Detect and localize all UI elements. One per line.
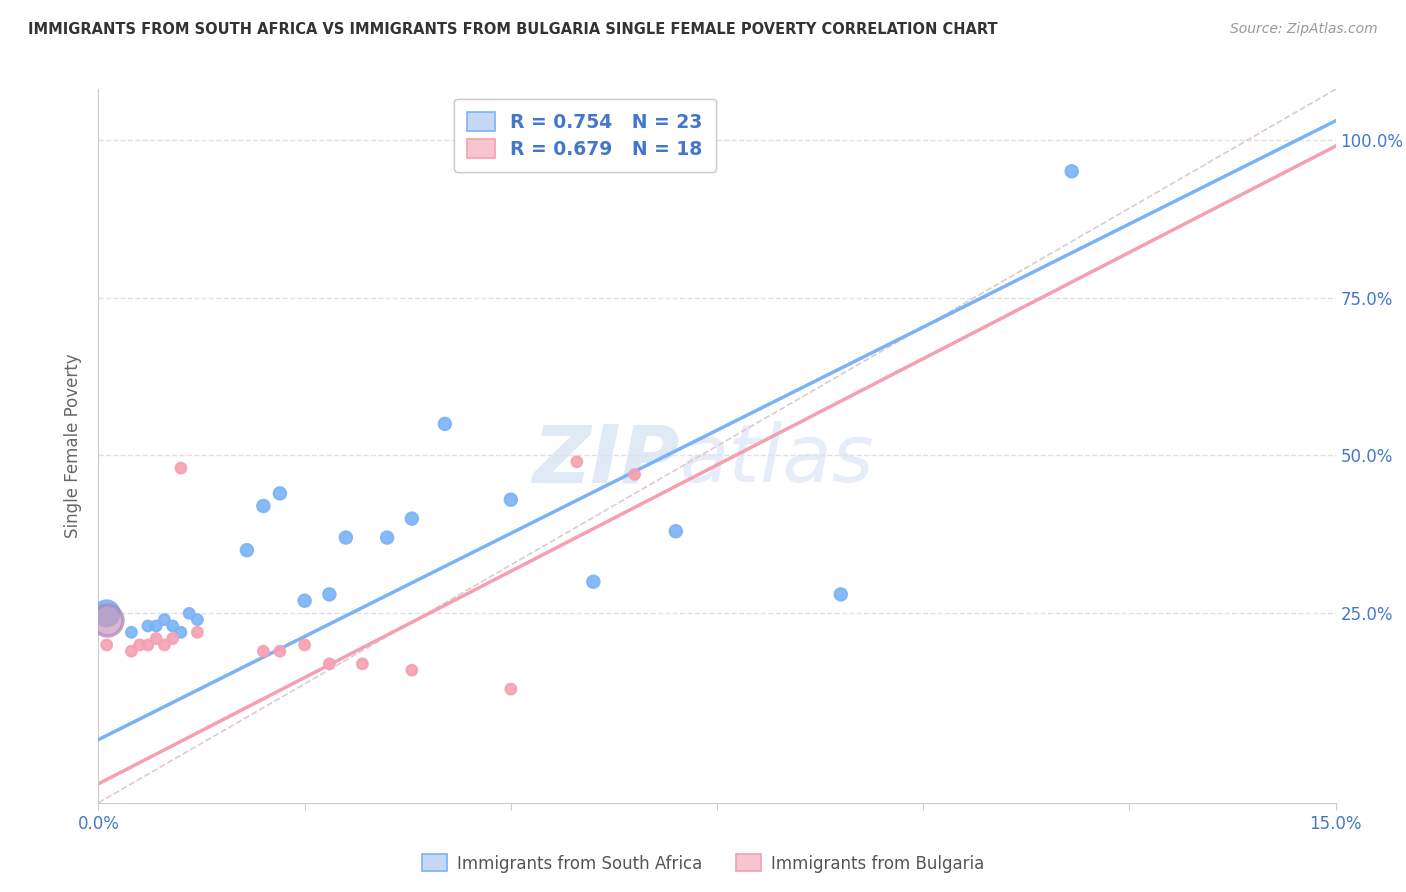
Point: [401, 511, 423, 525]
Point: [830, 587, 852, 601]
Legend: Immigrants from South Africa, Immigrants from Bulgaria: Immigrants from South Africa, Immigrants…: [415, 847, 991, 880]
Point: [269, 486, 291, 500]
Point: [186, 613, 208, 627]
Point: [120, 625, 142, 640]
Y-axis label: Single Female Poverty: Single Female Poverty: [65, 354, 83, 538]
Point: [433, 417, 456, 431]
Point: [623, 467, 645, 482]
Point: [665, 524, 688, 539]
Text: Source: ZipAtlas.com: Source: ZipAtlas.com: [1230, 22, 1378, 37]
Point: [179, 607, 201, 621]
Point: [252, 499, 274, 513]
Text: IMMIGRANTS FROM SOUTH AFRICA VS IMMIGRANTS FROM BULGARIA SINGLE FEMALE POVERTY C: IMMIGRANTS FROM SOUTH AFRICA VS IMMIGRAN…: [28, 22, 998, 37]
Point: [318, 587, 340, 601]
Point: [335, 531, 357, 545]
Point: [236, 543, 259, 558]
Point: [162, 632, 184, 646]
Point: [128, 638, 150, 652]
Point: [96, 613, 118, 627]
Point: [565, 455, 588, 469]
Point: [499, 682, 522, 697]
Text: atlas: atlas: [681, 421, 875, 500]
Point: [294, 593, 316, 607]
Point: [186, 625, 208, 640]
Point: [145, 632, 167, 646]
Point: [136, 638, 159, 652]
Text: ZIP: ZIP: [533, 421, 681, 500]
Point: [269, 644, 291, 658]
Point: [252, 644, 274, 658]
Point: [162, 619, 184, 633]
Point: [153, 613, 176, 627]
Point: [153, 638, 176, 652]
Point: [170, 625, 193, 640]
Point: [294, 638, 316, 652]
Legend: R = 0.754   N = 23, R = 0.679   N = 18: R = 0.754 N = 23, R = 0.679 N = 18: [454, 99, 716, 172]
Point: [170, 461, 193, 475]
Point: [375, 531, 398, 545]
Point: [96, 607, 118, 621]
Point: [499, 492, 522, 507]
Point: [136, 619, 159, 633]
Point: [352, 657, 374, 671]
Point: [96, 638, 118, 652]
Point: [401, 663, 423, 677]
Point: [582, 574, 605, 589]
Point: [145, 619, 167, 633]
Point: [318, 657, 340, 671]
Point: [1060, 164, 1083, 178]
Point: [120, 644, 142, 658]
